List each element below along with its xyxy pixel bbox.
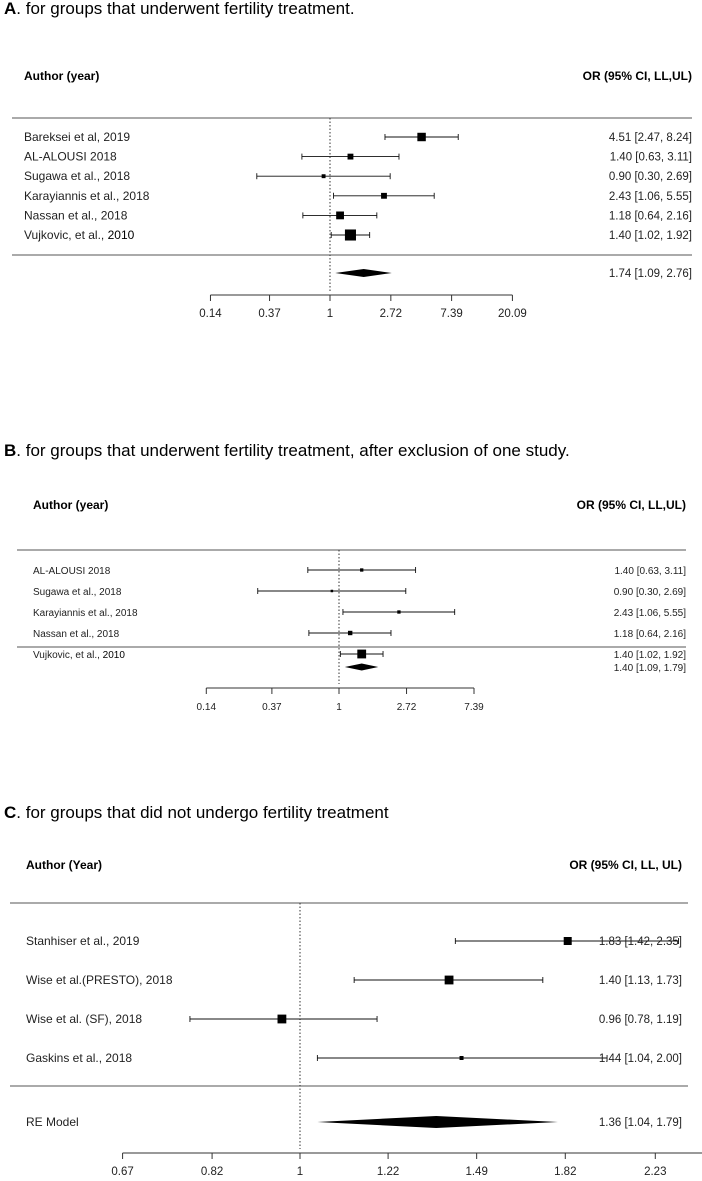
study-point-estimate	[563, 937, 572, 945]
study-or-text: 0.90 [0.30, 2.69]	[609, 171, 692, 183]
x-axis-tick-label: 0.37	[262, 702, 282, 713]
study-or-text: 1.40 [0.63, 3.11]	[614, 566, 686, 577]
study-point-estimate	[336, 211, 344, 220]
study-or-text: 4.51 [2.47, 8.24]	[609, 132, 692, 144]
study-label: Nassan et al., 2018	[33, 629, 120, 640]
x-axis-tick-label: 1.82	[554, 1166, 576, 1178]
study-or-text: 1.44 [1.04, 2.00]	[599, 1053, 682, 1065]
study-or-text: 0.90 [0.30, 2.69]	[614, 587, 687, 598]
panel-a-header-left: Author (year)	[24, 69, 99, 83]
x-axis-tick-label: 0.14	[197, 702, 217, 713]
study-label: Karayiannis et al., 2018	[33, 608, 138, 619]
summary-or-text: 1.40 [1.09, 1.79]	[614, 663, 687, 674]
x-axis-tick-label: 0.37	[258, 308, 280, 320]
study-point-estimate	[357, 649, 367, 659]
study-label: AL-ALOUSI 2018	[33, 566, 111, 577]
panel-c-header-left: Author (Year)	[26, 858, 102, 872]
study-label: Gaskins et al., 2018	[26, 1051, 132, 1065]
study-point-estimate	[360, 568, 364, 572]
study-label: Wise et al.(PRESTO), 2018	[26, 973, 173, 987]
study-label-year: 2010	[104, 228, 134, 242]
study-or-text: 1.40 [1.02, 1.92]	[609, 230, 692, 242]
study-point-estimate	[397, 610, 401, 614]
x-axis-tick-label: 7.39	[464, 702, 484, 713]
panel-b-letter: B	[4, 441, 17, 460]
panel-a-caption: A. for groups that underwent fertility t…	[4, 0, 355, 19]
study-point-estimate	[417, 132, 426, 142]
study-or-text: 0.96 [0.78, 1.19]	[599, 1014, 682, 1026]
study-or-text: 1.40 [1.13, 1.73]	[599, 975, 682, 987]
x-axis-tick-label: 1	[297, 1166, 303, 1178]
study-point-estimate	[444, 975, 454, 985]
study-label: Bareksei et al, 2019	[24, 130, 130, 144]
panel-b-caption-text: . for groups that underwent fertility tr…	[16, 441, 570, 460]
study-or-text: 1.83 [1.42, 2.35]	[599, 936, 682, 948]
study-label: Stanhiser et al., 2019	[26, 934, 140, 948]
study-point-estimate	[347, 630, 353, 636]
study-or-text: 1.18 [0.64, 2.16]	[614, 629, 687, 640]
study-or-text: 1.40 [1.02, 1.92]	[614, 650, 687, 661]
study-point-estimate	[459, 1056, 464, 1060]
x-axis-tick-label: 1.49	[465, 1166, 487, 1178]
summary-diamond	[335, 269, 392, 277]
panel-a-letter: A	[4, 0, 17, 18]
study-point-estimate	[347, 153, 354, 160]
summary-or-text: 1.74 [1.09, 2.76]	[609, 268, 692, 280]
study-point-estimate	[381, 192, 387, 199]
study-point-estimate	[344, 229, 356, 241]
panel-c-letter: C	[4, 803, 17, 822]
study-label: Nassan et al., 2018	[24, 208, 128, 222]
study-label: Vujkovic, et al., 2010	[33, 650, 125, 661]
x-axis-tick-label: 1	[336, 702, 342, 713]
study-label: Wise et al. (SF), 2018	[26, 1012, 142, 1026]
panel-b-header-left: Author (year)	[33, 498, 108, 512]
x-axis-tick-label: 2.72	[380, 308, 402, 320]
x-axis-tick-label: 0.82	[201, 1166, 223, 1178]
study-label-year: 2010	[100, 650, 125, 661]
study-point-estimate	[330, 589, 334, 593]
x-axis-tick-label: 0.67	[111, 1166, 133, 1178]
panel-a-caption-text: . for groups that underwent fertility tr…	[16, 0, 355, 18]
summary-diamond	[317, 1116, 558, 1128]
x-axis-tick-label: 1	[327, 308, 333, 320]
x-axis-tick-label: 2.72	[397, 702, 417, 713]
study-or-text: 2.43 [1.06, 5.55]	[609, 191, 692, 203]
x-axis-tick-label: 20.09	[498, 308, 527, 320]
study-label: Vujkovic, et al., 2010	[24, 228, 135, 242]
panel-c-header-right: OR (95% CI, LL, UL)	[569, 858, 682, 872]
panel-c-caption-text: . for groups that did not undergo fertil…	[16, 803, 389, 822]
panel-b-caption: B. for groups that underwent fertility t…	[4, 441, 570, 461]
study-label: Sugawa et al., 2018	[24, 169, 130, 183]
summary-diamond	[344, 663, 379, 671]
x-axis-tick-label: 1.22	[377, 1166, 399, 1178]
summary-label: RE Model	[26, 1115, 79, 1129]
study-label: Sugawa et al., 2018	[33, 587, 122, 598]
study-point-estimate	[321, 174, 326, 179]
panel-c-caption: C. for groups that did not undergo ferti…	[4, 803, 389, 823]
summary-or-text: 1.36 [1.04, 1.79]	[599, 1117, 682, 1129]
x-axis-tick-label: 2.23	[644, 1166, 666, 1178]
panel-b-header-right: OR (95% CI, LL,UL)	[577, 498, 686, 512]
study-label: AL-ALOUSI 2018	[24, 150, 117, 164]
x-axis-tick-label: 7.39	[440, 308, 462, 320]
panel-a-header-right: OR (95% CI, LL,UL)	[583, 69, 692, 83]
study-or-text: 1.40 [0.63, 3.11]	[610, 152, 692, 164]
x-axis-tick-label: 0.14	[199, 308, 222, 320]
study-point-estimate	[277, 1014, 287, 1024]
study-or-text: 2.43 [1.06, 5.55]	[614, 608, 687, 619]
study-label: Karayiannis et al., 2018	[24, 189, 150, 203]
study-or-text: 1.18 [0.64, 2.16]	[609, 210, 692, 222]
